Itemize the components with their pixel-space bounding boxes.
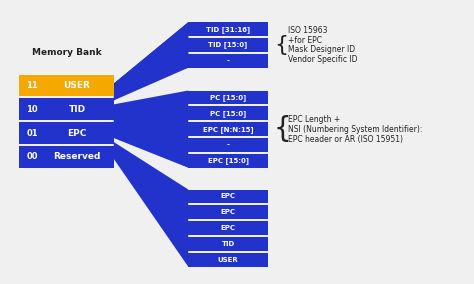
FancyBboxPatch shape <box>188 138 268 152</box>
Text: 10: 10 <box>27 105 38 114</box>
Text: PC [15:0]: PC [15:0] <box>210 110 246 117</box>
Text: TID: TID <box>68 105 85 114</box>
Text: -: - <box>227 58 229 64</box>
Text: EPC: EPC <box>220 209 236 215</box>
Text: {: { <box>274 35 288 55</box>
Text: USER: USER <box>218 257 238 263</box>
Text: NSI (Numbering System Identifier):: NSI (Numbering System Identifier): <box>288 125 422 134</box>
Text: EPC header or AR (ISO 15951): EPC header or AR (ISO 15951) <box>288 135 403 143</box>
Polygon shape <box>114 22 188 87</box>
Text: Memory Bank: Memory Bank <box>32 48 101 57</box>
FancyBboxPatch shape <box>188 253 268 267</box>
Text: EPC Length +: EPC Length + <box>288 115 340 124</box>
FancyBboxPatch shape <box>19 122 114 144</box>
Text: EPC: EPC <box>220 225 236 231</box>
FancyBboxPatch shape <box>188 38 268 52</box>
FancyBboxPatch shape <box>188 221 268 235</box>
Polygon shape <box>114 91 188 168</box>
Text: EPC: EPC <box>67 129 87 137</box>
Text: Vendor Specific ID: Vendor Specific ID <box>288 55 357 64</box>
FancyBboxPatch shape <box>188 189 268 203</box>
Text: TID [31:16]: TID [31:16] <box>206 26 250 33</box>
Text: 01: 01 <box>27 129 38 137</box>
FancyBboxPatch shape <box>19 75 114 97</box>
Text: PC [15:0]: PC [15:0] <box>210 94 246 101</box>
Text: TID: TID <box>221 241 235 247</box>
FancyBboxPatch shape <box>19 146 114 168</box>
Text: -: - <box>227 142 229 148</box>
Text: {: { <box>274 115 292 143</box>
Text: +for EPC: +for EPC <box>288 36 322 45</box>
Text: EPC: EPC <box>220 193 236 199</box>
Text: Mask Designer ID: Mask Designer ID <box>288 45 355 55</box>
Text: Reserved: Reserved <box>53 152 100 161</box>
FancyBboxPatch shape <box>188 205 268 219</box>
Text: 11: 11 <box>27 81 38 90</box>
FancyBboxPatch shape <box>19 99 114 120</box>
Text: EPC [N:N:15]: EPC [N:N:15] <box>203 126 254 133</box>
FancyBboxPatch shape <box>188 22 268 36</box>
Text: EPC [15:0]: EPC [15:0] <box>208 157 248 164</box>
Text: 00: 00 <box>27 152 38 161</box>
FancyBboxPatch shape <box>188 122 268 136</box>
FancyBboxPatch shape <box>188 237 268 251</box>
FancyBboxPatch shape <box>188 91 268 105</box>
Text: TID [15:0]: TID [15:0] <box>209 41 248 49</box>
FancyBboxPatch shape <box>188 54 268 68</box>
Polygon shape <box>114 22 188 101</box>
Text: USER: USER <box>64 81 91 90</box>
FancyBboxPatch shape <box>188 106 268 120</box>
Text: ISO 15963: ISO 15963 <box>288 26 327 35</box>
FancyBboxPatch shape <box>188 154 268 168</box>
Polygon shape <box>114 142 188 267</box>
